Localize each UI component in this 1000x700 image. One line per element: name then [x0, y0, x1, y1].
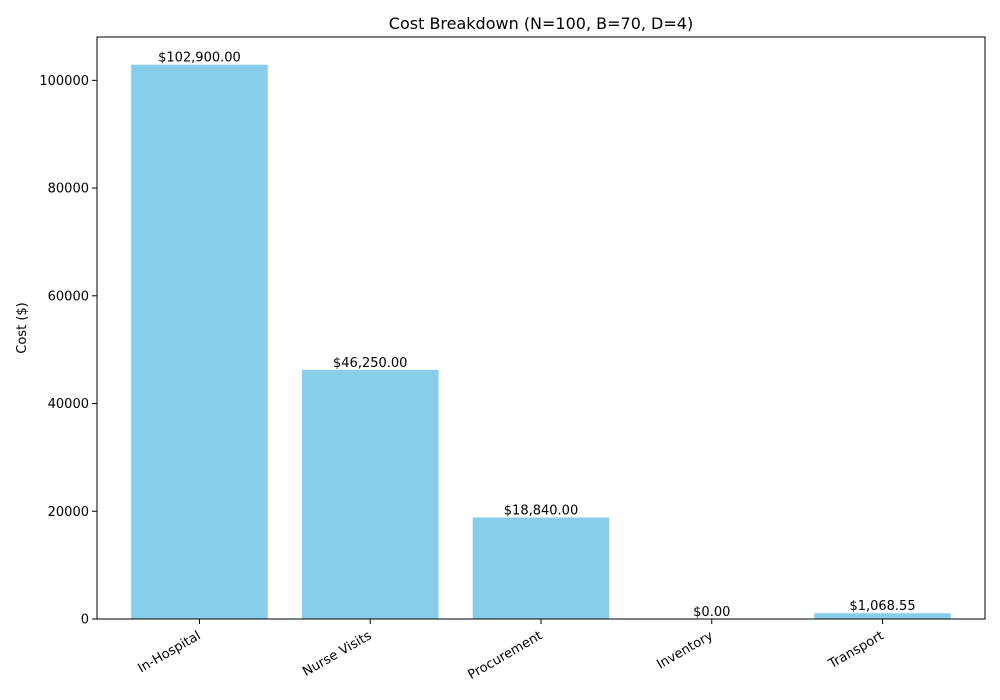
y-tick-label: 20000	[48, 505, 89, 520]
x-tick-label: Transport	[825, 628, 886, 672]
y-axis: 0 20000 40000 60000 80000 100000	[39, 74, 97, 628]
x-tick-label: Inventory	[654, 628, 716, 672]
x-tick-label: Nurse Visits	[300, 628, 374, 679]
data-label: $1,068.55	[849, 599, 915, 614]
data-label: $46,250.00	[333, 356, 407, 371]
data-label: $102,900.00	[158, 51, 241, 66]
bar-transport	[814, 613, 951, 619]
y-tick-label: 60000	[48, 289, 89, 304]
bar-in-hospital	[131, 64, 268, 619]
x-axis: In-Hospital Nurse Visits Procurement Invent…	[136, 619, 887, 683]
bars-layer	[131, 64, 951, 619]
bar-procurement	[472, 517, 610, 619]
y-tick-label: 80000	[48, 182, 89, 197]
x-tick-label: Procurement	[466, 628, 545, 683]
bar-nurse-visits	[301, 369, 439, 619]
y-tick-label: 100000	[39, 74, 89, 89]
data-label: $0.00	[693, 605, 730, 620]
y-tick-label: 0	[81, 613, 89, 628]
chart-title: Cost Breakdown (N=100, B=70, D=4)	[389, 14, 693, 33]
x-tick-label: In-Hospital	[136, 628, 204, 676]
data-labels-layer: $102,900.00 $46,250.00 $18,840.00 $0.00 $1,0…	[158, 51, 916, 620]
y-axis-label: Cost ($)	[15, 302, 30, 353]
data-label: $18,840.00	[504, 504, 578, 519]
y-tick-label: 40000	[48, 397, 89, 412]
plot-frame	[96, 36, 986, 620]
